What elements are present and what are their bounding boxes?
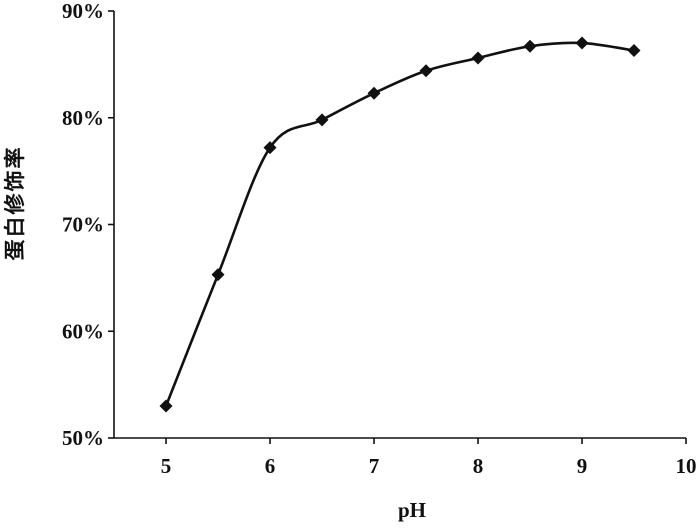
y-tick-label: 50%: [62, 426, 104, 450]
data-point-marker: [211, 268, 225, 282]
data-point-marker: [419, 64, 433, 78]
axes: [113, 11, 686, 439]
series-line: [164, 41, 635, 407]
y-tick-label: 80%: [62, 106, 104, 130]
x-tick-label: 10: [676, 454, 697, 478]
ticks: 50% 60% 70% 80% 90% 5 6 7 8 9 10: [62, 0, 697, 478]
x-tick-label: 7: [369, 454, 380, 478]
x-tick-label: 9: [577, 454, 588, 478]
series-layer: [159, 36, 641, 413]
y-axis-title: 蛋白修饰率: [3, 146, 27, 261]
data-point-marker: [263, 141, 277, 155]
data-point-marker: [315, 113, 329, 127]
data-point-marker: [471, 51, 485, 65]
x-tick-label: 8: [473, 454, 484, 478]
data-point-marker: [575, 36, 589, 50]
x-axis-title: pH: [398, 498, 426, 522]
data-point-marker: [627, 43, 641, 57]
x-tick-label: 6: [265, 454, 276, 478]
data-point-marker: [523, 39, 537, 53]
data-point-marker: [159, 399, 173, 413]
x-tick-label: 5: [161, 454, 172, 478]
y-tick-label: 60%: [62, 319, 104, 343]
y-tick-label: 90%: [62, 0, 104, 23]
data-point-marker: [367, 86, 381, 100]
y-tick-label: 70%: [62, 213, 104, 237]
